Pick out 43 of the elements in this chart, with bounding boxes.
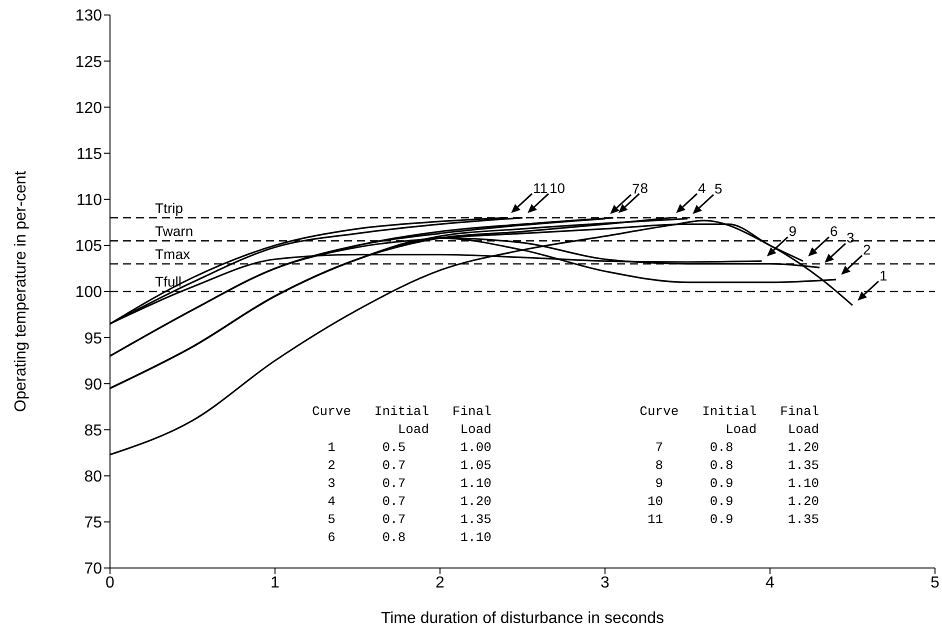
- annotation: 1 0.5 1.00 7 0.8 1.20: [326, 439, 820, 457]
- y-tick-label: 115: [76, 146, 102, 163]
- y-tick-label: 120: [75, 100, 102, 117]
- annotation: Curve Initial Final Curve Initial Final: [312, 403, 820, 421]
- ref-line-label: Tmax: [155, 246, 190, 262]
- annotation: 10: [550, 180, 566, 196]
- y-tick-label: 75: [84, 514, 102, 532]
- y-axis-title: Operating temperature in per-cent: [12, 170, 30, 412]
- annotation: 3 0.7 1.10 9 0.9 1.10: [326, 475, 820, 493]
- ref-line-label: Ttrip: [155, 200, 184, 216]
- annotation: 4: [698, 180, 706, 196]
- x-tick-label: 2: [436, 574, 445, 592]
- annotation: 7: [632, 180, 640, 197]
- x-axis-title: Time duration of disturbance in seconds: [380, 610, 664, 627]
- annotation: 5: [714, 180, 722, 197]
- annotation: 8: [640, 180, 648, 196]
- annotation: 1: [880, 267, 888, 284]
- annotation: 6 0.8 1.10: [326, 529, 492, 547]
- ref-line-label: Twarn: [155, 222, 194, 239]
- annotation: 11: [533, 180, 548, 196]
- y-tick-label: 100: [75, 284, 102, 302]
- y-tick-label: 95: [84, 330, 102, 348]
- y-tick-label: 70: [84, 560, 102, 578]
- annotation: 6: [830, 223, 838, 240]
- y-tick-label: 90: [84, 376, 102, 394]
- y-tick-label: 80: [84, 468, 102, 486]
- y-tick-label: 85: [84, 422, 102, 440]
- annotation: 5 0.7 1.35 11 0.9 1.35: [326, 511, 820, 529]
- annotation: 2: [863, 242, 871, 258]
- y-tick-label: 130: [75, 8, 102, 25]
- x-tick-label: 5: [930, 574, 940, 592]
- ref-line-label: Tfull: [155, 274, 182, 290]
- annotation: Load Load Load Load: [396, 421, 820, 439]
- annotation: 4 0.7 1.20 10 0.9 1.20: [326, 493, 820, 511]
- x-tick-label: 4: [766, 574, 775, 592]
- y-tick-label: 110: [76, 192, 102, 210]
- y-tick-label: 125: [75, 54, 102, 71]
- annotation: 2 0.7 1.05 8 0.8 1.35: [326, 457, 820, 475]
- x-tick-label: 1: [270, 574, 280, 592]
- x-tick-label: 0: [106, 574, 115, 592]
- y-tick-label: 105: [75, 238, 102, 256]
- x-tick-label: 3: [600, 574, 610, 592]
- annotation: 9: [788, 223, 797, 240]
